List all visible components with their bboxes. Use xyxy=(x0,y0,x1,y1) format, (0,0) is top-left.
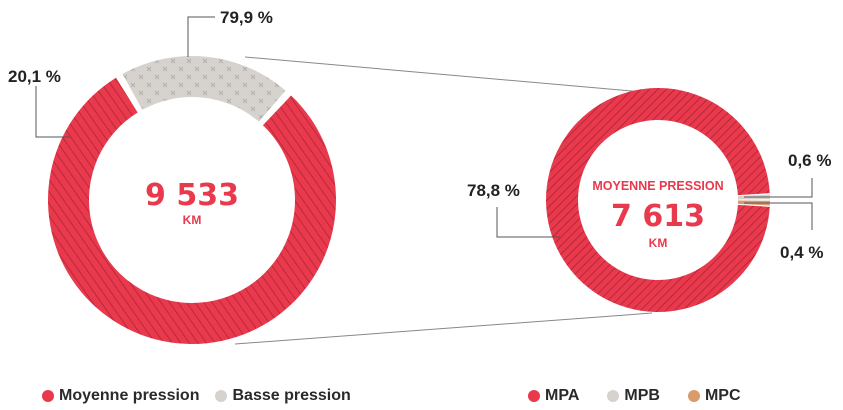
legend-dot-mpa xyxy=(528,390,540,402)
center-title-right: MOYENNE PRESSION xyxy=(592,179,723,193)
legend-item-mpa[interactable]: MPA xyxy=(528,387,579,405)
legend-left: Moyenne pression Basse pression xyxy=(42,387,351,405)
center-value-right: 7 613 xyxy=(611,199,705,234)
slice-basse-pression[interactable] xyxy=(122,56,286,122)
legend-item-basse-pression[interactable]: Basse pression xyxy=(215,387,351,405)
legend-item-mpc[interactable]: MPC xyxy=(687,387,741,405)
leader-line-79-9 xyxy=(187,16,215,57)
legend-item-mpb[interactable]: MPB xyxy=(607,387,660,405)
legend-label-mpa: MPA xyxy=(545,387,580,404)
legend-dot-moyenne-pression xyxy=(42,390,54,402)
label-20-1: 20,1 % xyxy=(8,67,61,86)
leader-line-78-8 xyxy=(496,207,560,238)
leader-line-0-4 xyxy=(744,202,813,230)
zoom-line-bottom xyxy=(234,312,653,345)
donut-left: 9 533 KM xyxy=(47,56,336,345)
label-79-9: 79,9 % xyxy=(220,8,273,27)
center-unit-left: KM xyxy=(183,213,202,227)
legend-dot-mpb xyxy=(607,390,620,402)
label-0-4: 0,4 % xyxy=(780,243,823,262)
slice-moyenne-pression[interactable] xyxy=(47,77,336,345)
legend-label-moyenne-pression: Moyenne pression xyxy=(59,387,200,404)
center-unit-right: KM xyxy=(649,236,668,250)
legend-dot-basse-pression xyxy=(215,390,228,402)
leader-line-0-6 xyxy=(744,178,813,198)
legend-label-mpb: MPB xyxy=(624,387,660,404)
legend-dot-mpc xyxy=(687,390,700,402)
zoom-line-top xyxy=(244,56,644,93)
legend-item-moyenne-pression[interactable]: Moyenne pression xyxy=(42,387,199,405)
donut-right: MOYENNE PRESSION 7 613 KM xyxy=(545,88,770,313)
center-value-left: 9 533 xyxy=(145,178,239,213)
leader-line-20-1 xyxy=(35,86,70,138)
label-78-8: 78,8 % xyxy=(467,181,520,200)
legend-right: MPA MPB MPC xyxy=(528,387,741,405)
legend-label-mpc: MPC xyxy=(704,387,741,404)
legend-label-basse-pression: Basse pression xyxy=(232,387,351,404)
label-0-6: 0,6 % xyxy=(788,151,831,170)
